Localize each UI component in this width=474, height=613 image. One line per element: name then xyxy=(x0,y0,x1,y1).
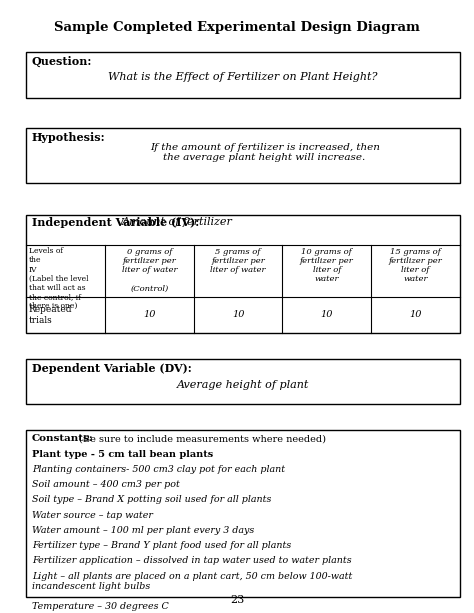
FancyBboxPatch shape xyxy=(26,52,460,97)
Text: Light – all plants are placed on a plant cart, 50 cm below 100-watt
incandescent: Light – all plants are placed on a plant… xyxy=(32,572,352,591)
Text: 10: 10 xyxy=(232,310,245,319)
FancyBboxPatch shape xyxy=(26,430,460,596)
Text: Soil type – Brand X potting soil used for all plants: Soil type – Brand X potting soil used fo… xyxy=(32,495,271,504)
Text: If the amount of fertilizer is increased, then
the average plant height will inc: If the amount of fertilizer is increased… xyxy=(150,143,380,162)
Text: Independent Variable (IV):: Independent Variable (IV): xyxy=(32,217,199,228)
Text: Repeated
trials: Repeated trials xyxy=(29,305,73,324)
Text: Dependent Variable (DV):: Dependent Variable (DV): xyxy=(32,363,191,374)
Text: 10: 10 xyxy=(143,310,156,319)
Text: 23: 23 xyxy=(230,595,244,605)
Text: Amount of fertilizer: Amount of fertilizer xyxy=(122,217,233,227)
Text: Temperature – 30 degrees C: Temperature – 30 degrees C xyxy=(32,602,169,611)
Text: Fertilizer application – dissolved in tap water used to water plants: Fertilizer application – dissolved in ta… xyxy=(32,557,351,565)
Text: Average height of plant: Average height of plant xyxy=(177,380,309,390)
Text: 0 grams of
fertilizer per
liter of water

(Control): 0 grams of fertilizer per liter of water… xyxy=(122,248,177,292)
FancyBboxPatch shape xyxy=(26,359,460,404)
Text: Water source – tap water: Water source – tap water xyxy=(32,511,153,520)
Text: 10 grams of
fertilizer per
liter of
water: 10 grams of fertilizer per liter of wate… xyxy=(300,248,354,283)
Text: Hypothesis:: Hypothesis: xyxy=(32,132,105,143)
Text: What is the Effect of Fertilizer on Plant Height?: What is the Effect of Fertilizer on Plan… xyxy=(108,72,378,82)
Text: 10: 10 xyxy=(320,310,333,319)
Text: (Be sure to include measurements where needed): (Be sure to include measurements where n… xyxy=(79,435,326,443)
Text: Soil amount – 400 cm3 per pot: Soil amount – 400 cm3 per pot xyxy=(32,480,180,489)
FancyBboxPatch shape xyxy=(26,128,460,183)
Text: Fertilizer type – Brand Y plant food used for all plants: Fertilizer type – Brand Y plant food use… xyxy=(32,541,291,550)
Text: 15 grams of
fertilizer per
liter of
water: 15 grams of fertilizer per liter of wate… xyxy=(389,248,442,283)
Text: 5 grams of
fertilizer per
liter of water: 5 grams of fertilizer per liter of water xyxy=(210,248,266,274)
Text: Water amount – 100 ml per plant every 3 days: Water amount – 100 ml per plant every 3 … xyxy=(32,526,254,535)
Text: Planting containers- 500 cm3 clay pot for each plant: Planting containers- 500 cm3 clay pot fo… xyxy=(32,465,285,474)
Text: Constants:: Constants: xyxy=(32,435,93,443)
Text: Sample Completed Experimental Design Diagram: Sample Completed Experimental Design Dia… xyxy=(54,21,420,34)
Text: Question:: Question: xyxy=(32,56,92,67)
Text: Levels of
the
IV
(Label the level
that will act as
the control, if
there is one): Levels of the IV (Label the level that w… xyxy=(29,247,89,310)
Text: Plant type - 5 cm tall bean plants: Plant type - 5 cm tall bean plants xyxy=(32,451,213,459)
Text: 10: 10 xyxy=(409,310,422,319)
FancyBboxPatch shape xyxy=(26,215,460,332)
